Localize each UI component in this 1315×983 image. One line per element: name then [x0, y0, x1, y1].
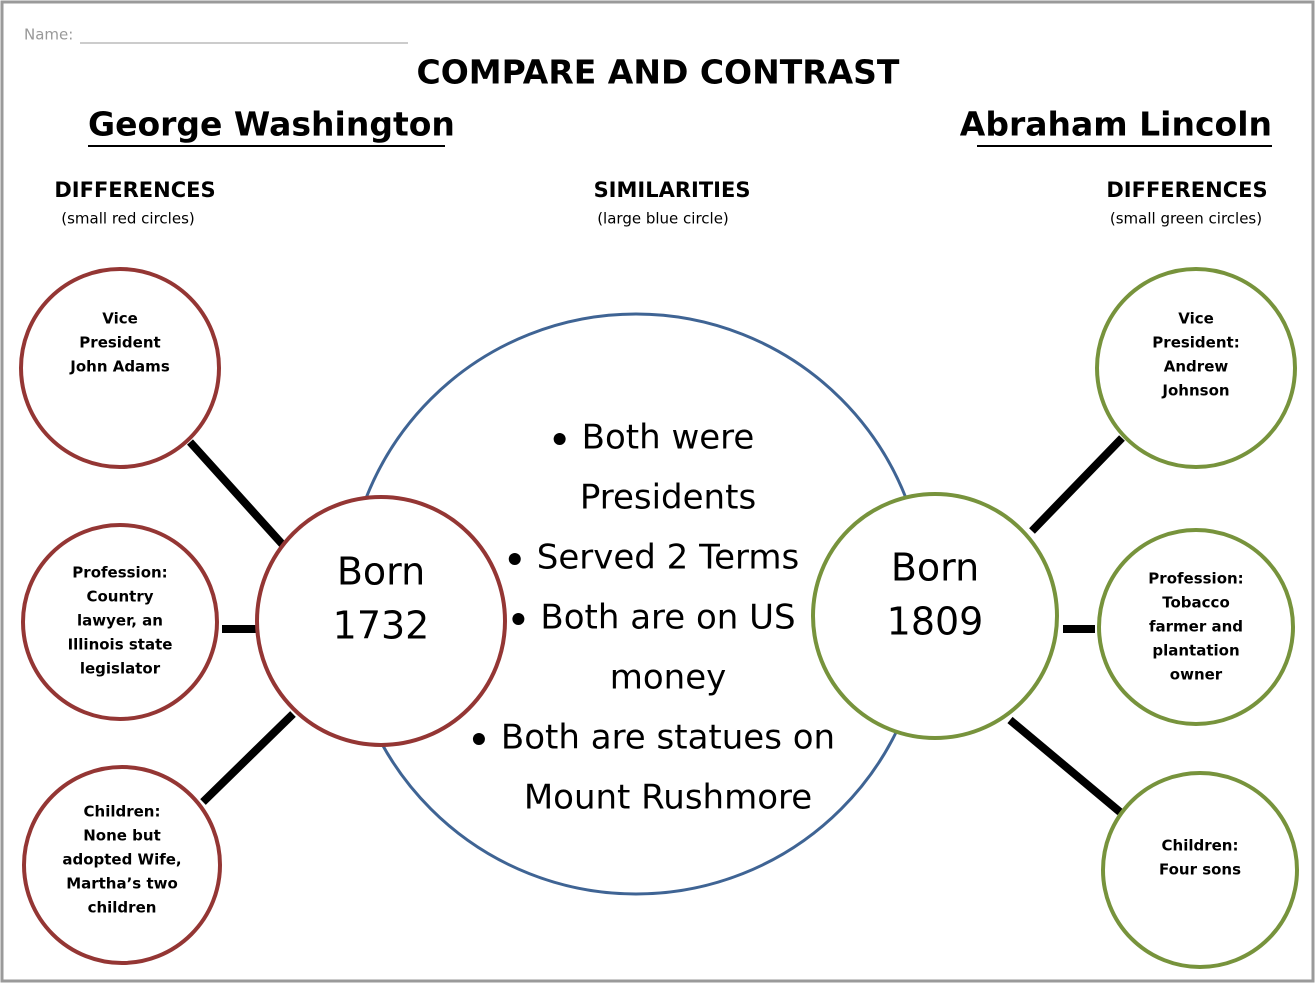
- difference-text: Profession:: [72, 564, 167, 582]
- difference-text: Tobacco: [1162, 594, 1230, 612]
- similarity-text: Both are on US: [540, 598, 795, 638]
- name-label: Name:: [24, 26, 73, 44]
- difference-text: John Adams: [69, 358, 170, 376]
- similarity-text: money: [610, 658, 727, 698]
- difference-text: lawyer, an: [77, 612, 163, 630]
- difference-text: owner: [1170, 666, 1223, 684]
- similarity-text: Presidents: [580, 478, 756, 518]
- difference-text: Children:: [84, 803, 161, 821]
- similarity-text: Mount Rushmore: [524, 778, 812, 818]
- difference-text: Children:: [1162, 837, 1239, 855]
- difference-text: None but: [83, 827, 161, 845]
- column-heading: SIMILARITIES: [594, 178, 751, 202]
- difference-text: Johnson: [1161, 382, 1229, 400]
- column-heading: DIFFERENCES: [1106, 178, 1267, 202]
- bullet: [553, 433, 566, 445]
- column-note: (small green circles): [1110, 210, 1262, 228]
- column-note: (large blue circle): [597, 210, 729, 228]
- born-text: 1732: [333, 604, 430, 648]
- difference-text: legislator: [80, 660, 161, 678]
- similarity-text: Served 2 Terms: [537, 538, 799, 578]
- difference-text: President:: [1152, 334, 1239, 352]
- difference-text: Vice: [1178, 310, 1214, 328]
- born-text: Born: [891, 546, 979, 590]
- bullet: [512, 613, 525, 625]
- difference-text: farmer and: [1149, 618, 1243, 636]
- difference-text: Profession:: [1148, 570, 1243, 588]
- difference-text: Andrew: [1164, 358, 1229, 376]
- born-text: 1809: [887, 600, 984, 644]
- right-subject: Abraham Lincoln: [960, 105, 1272, 144]
- bullet: [472, 733, 485, 745]
- difference-text: President: [79, 334, 160, 352]
- bullet: [508, 553, 521, 565]
- difference-text: children: [88, 899, 157, 917]
- difference-text: plantation: [1152, 642, 1239, 660]
- connectors: [187, 435, 1125, 816]
- column-heading: DIFFERENCES: [54, 178, 215, 202]
- circles: [19, 267, 1299, 969]
- column-note: (small red circles): [61, 210, 195, 228]
- born-text: Born: [337, 550, 425, 594]
- difference-text: adopted Wife,: [62, 851, 181, 869]
- similarity-text: Both are statues on: [501, 718, 835, 758]
- difference-text: Vice: [102, 310, 138, 328]
- left-subject: George Washington: [88, 105, 455, 144]
- difference-text: Martha’s two: [66, 875, 178, 893]
- difference-text: Illinois state: [68, 636, 173, 654]
- difference-text: Country: [86, 588, 153, 606]
- title: COMPARE AND CONTRAST: [417, 53, 900, 92]
- difference-text: Four sons: [1159, 861, 1241, 879]
- similarity-text: Both were: [582, 418, 755, 458]
